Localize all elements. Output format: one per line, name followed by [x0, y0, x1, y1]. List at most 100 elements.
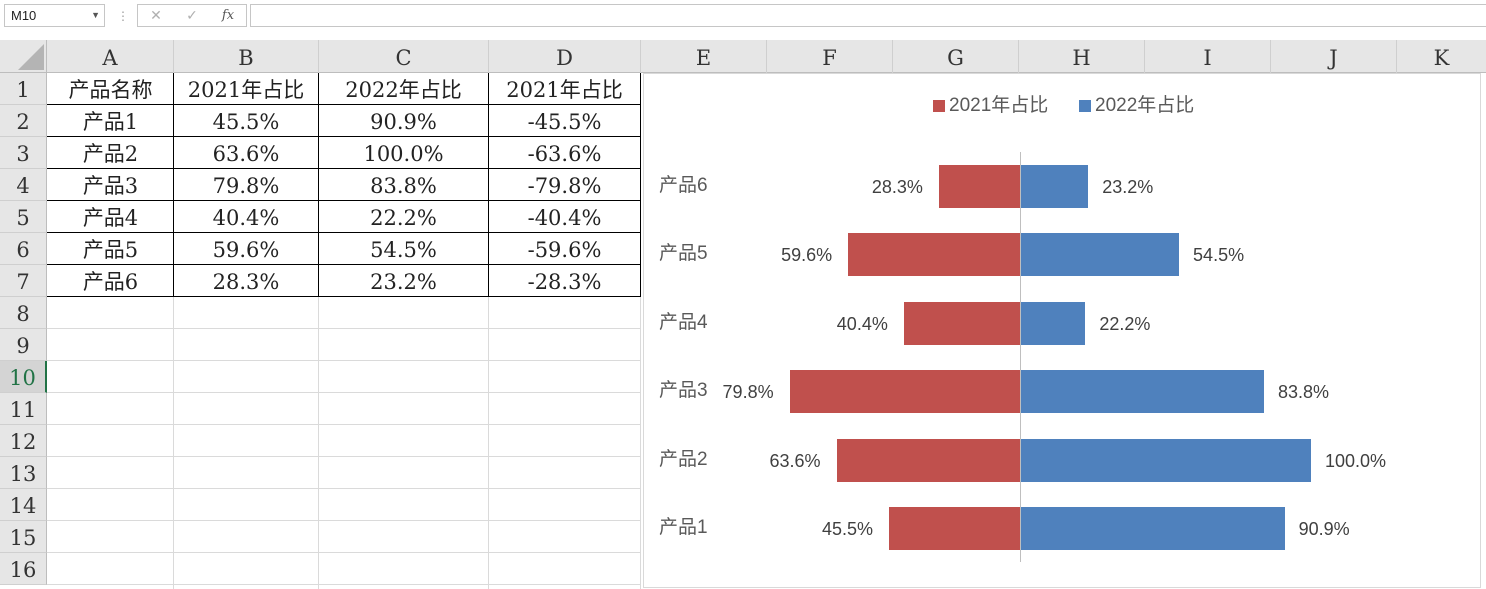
row-header-5[interactable]: 5 — [0, 201, 47, 233]
formula-input[interactable] — [250, 4, 1486, 27]
category-label: 产品2 — [659, 449, 708, 470]
bar-2022[interactable] — [1021, 301, 1086, 345]
bar-2022[interactable] — [1021, 438, 1311, 482]
bar-2022[interactable] — [1021, 507, 1285, 550]
bar-2021[interactable] — [889, 507, 1021, 550]
row-header-14[interactable]: 14 — [0, 489, 47, 521]
row-header-2[interactable]: 2 — [0, 105, 47, 137]
row-header-7[interactable]: 7 — [0, 265, 47, 297]
table-cell[interactable]: 45.5% — [212, 110, 280, 134]
table-header-cell[interactable]: 2021年占比 — [187, 78, 305, 102]
column-header-j[interactable]: J — [1271, 40, 1397, 73]
row-header-8[interactable]: 8 — [0, 297, 47, 329]
table-cell[interactable]: 54.5% — [370, 238, 437, 262]
data-label-2022: 100.0% — [1325, 450, 1387, 471]
column-header-a[interactable]: A — [47, 40, 174, 73]
table-cell[interactable]: 83.8% — [370, 174, 437, 198]
table-cell[interactable]: -59.6% — [527, 238, 602, 262]
table-header-cell[interactable]: 2022年占比 — [345, 78, 462, 102]
table-cell[interactable]: 90.9% — [370, 110, 437, 134]
table-cell[interactable]: 产品4 — [82, 206, 139, 230]
bar-2021[interactable] — [848, 233, 1021, 277]
table-cell[interactable]: -45.5% — [527, 110, 602, 134]
table-cell[interactable]: 63.6% — [212, 142, 280, 166]
data-label-2021: 28.3% — [871, 177, 923, 197]
category-label: 产品4 — [659, 312, 708, 333]
column-header-e[interactable]: E — [641, 40, 767, 73]
table-cell[interactable]: -40.4% — [527, 206, 602, 230]
table-cell[interactable]: 产品3 — [82, 174, 139, 198]
data-label-2021: 40.4% — [836, 313, 888, 334]
table-cell[interactable]: 79.8% — [212, 174, 280, 198]
table-cell[interactable]: 100.0% — [363, 142, 444, 166]
row-header-9[interactable]: 9 — [0, 329, 47, 361]
more-options-icon[interactable]: ⋮ — [117, 9, 129, 23]
bar-2021[interactable] — [903, 301, 1021, 345]
chart-area[interactable]: 2021年占比 2022年占比 产品6 产品5 产品4 产品3 产品2 产品1 … — [643, 73, 1481, 588]
row-header-13[interactable]: 13 — [0, 457, 47, 489]
table-cell[interactable]: -79.8% — [527, 174, 602, 198]
gridline — [47, 552, 641, 553]
row-header-16[interactable]: 16 — [0, 553, 47, 585]
column-header-k[interactable]: K — [1433, 46, 1450, 70]
bar-2021[interactable] — [836, 438, 1021, 482]
column-header-i[interactable]: I — [1145, 40, 1271, 73]
table-border — [47, 104, 641, 105]
table-cell[interactable]: 产品2 — [82, 142, 139, 166]
table-cell[interactable]: -63.6% — [527, 142, 602, 166]
chevron-down-icon[interactable]: ▼ — [91, 10, 100, 20]
table-cell[interactable]: 59.6% — [212, 238, 280, 262]
enter-icon[interactable]: ✓ — [186, 7, 198, 23]
column-header-c[interactable]: C — [319, 40, 489, 73]
table-cell[interactable]: 40.4% — [212, 206, 280, 230]
gridline — [488, 73, 489, 589]
column-header-d[interactable]: D — [489, 40, 641, 73]
gridline — [47, 392, 641, 393]
bar-2021[interactable] — [938, 165, 1021, 208]
table-header-cell[interactable]: 产品名称 — [68, 78, 153, 102]
table-border — [47, 168, 641, 169]
select-all-triangle-icon — [18, 44, 44, 70]
data-label-2022: 22.2% — [1099, 313, 1151, 334]
column-header-bar — [0, 40, 1486, 73]
data-label-2022: 83.8% — [1278, 382, 1330, 403]
gridline — [640, 73, 641, 589]
table-cell[interactable]: 产品5 — [82, 238, 139, 262]
bar-2022[interactable] — [1021, 165, 1089, 208]
name-box[interactable]: M10 ▼ — [4, 4, 105, 27]
cancel-icon[interactable]: ✕ — [150, 7, 162, 23]
table-cell[interactable]: 28.3% — [212, 270, 280, 294]
data-label-2022: 54.5% — [1193, 245, 1245, 266]
table-cell[interactable]: 22.2% — [370, 206, 437, 230]
column-header-f[interactable]: F — [767, 40, 893, 73]
table-cell[interactable]: 产品1 — [82, 110, 139, 134]
table-header-cell[interactable]: 2021年占比 — [506, 78, 623, 102]
gridline — [173, 73, 174, 589]
column-header-h[interactable]: H — [1019, 40, 1145, 73]
column-header-b[interactable]: B — [174, 40, 319, 73]
legend-swatch-2022 — [1079, 100, 1091, 112]
row-header-1[interactable]: 1 — [0, 73, 47, 105]
axis-line — [1020, 152, 1021, 562]
row-header-10[interactable]: 10 — [0, 361, 47, 393]
table-border — [488, 73, 489, 297]
row-header-4[interactable]: 4 — [0, 169, 47, 201]
insert-function-icon[interactable]: fx — [221, 8, 235, 23]
table-border — [173, 73, 174, 297]
legend-label-2021: 2021年占比 — [949, 95, 1049, 116]
data-label-2022: 23.2% — [1102, 177, 1154, 197]
table-border — [47, 136, 641, 137]
column-header-g[interactable]: G — [893, 40, 1019, 73]
gridline — [47, 520, 641, 521]
table-cell[interactable]: 产品6 — [82, 270, 139, 294]
row-header-3[interactable]: 3 — [0, 137, 47, 169]
table-cell[interactable]: -28.3% — [527, 270, 602, 294]
row-header-15[interactable]: 15 — [0, 521, 47, 553]
bar-2021[interactable] — [789, 370, 1021, 414]
row-header-12[interactable]: 12 — [0, 425, 47, 457]
row-header-11[interactable]: 11 — [0, 393, 47, 425]
bar-2022[interactable] — [1021, 233, 1180, 277]
bar-2022[interactable] — [1021, 370, 1265, 414]
row-header-6[interactable]: 6 — [0, 233, 47, 265]
table-cell[interactable]: 23.2% — [370, 270, 437, 294]
